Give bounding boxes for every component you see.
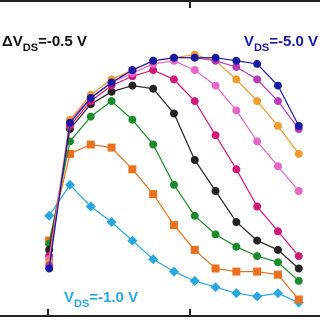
marker [189,275,200,286]
marker [273,97,282,106]
marker [232,242,241,251]
marker [273,162,282,171]
marker [273,245,282,254]
subscript: DS [74,298,89,310]
annotation: ΔVDS=-0.5 V [2,33,87,54]
marker [107,78,116,87]
marker [149,190,158,199]
marker [232,75,241,84]
marker [128,66,137,75]
marker [272,288,283,299]
marker [294,276,303,285]
marker [294,149,303,158]
marker [253,267,262,276]
marker [44,210,55,221]
marker [232,165,241,174]
marker [294,187,303,195]
marker [190,53,199,62]
marker [211,187,220,195]
marker [294,295,303,304]
marker [232,63,241,71]
marker [252,291,263,302]
marker [107,87,116,96]
annotation-part: =-0.5 V [38,33,87,50]
marker [232,218,241,226]
marker [211,264,220,273]
marker [273,270,282,279]
annotation-part: V [244,33,254,50]
marker [149,84,158,93]
annotation: VDS=-5.0 V [244,33,318,54]
marker [85,201,96,212]
marker [107,143,116,152]
marker [253,97,262,106]
series-line [48,57,300,266]
marker [169,221,178,230]
marker [253,137,262,146]
marker [149,56,158,65]
marker [107,97,116,106]
annotation-part: V [64,289,74,306]
marker [148,254,159,265]
marker [211,53,220,62]
annotation-part: ΔV [2,33,23,50]
subscript: DS [254,42,269,54]
marker [232,106,241,115]
marker [169,75,178,84]
marker [273,258,282,267]
marker [106,217,117,227]
series-line [48,60,300,260]
marker [294,121,303,130]
marker [211,131,220,140]
marker [65,149,74,158]
marker [168,266,179,277]
marker [169,180,178,189]
marker [294,264,303,273]
marker [128,165,137,174]
marker [190,97,199,106]
marker [65,118,74,127]
marker [149,66,158,75]
marker [294,252,303,261]
marker [253,252,262,261]
annotation: VDS=-1.0 V [64,289,138,310]
marker [211,230,220,239]
marker [190,245,199,254]
marker [128,115,137,124]
marker [210,282,221,293]
marker [149,140,158,149]
series-line [48,183,300,304]
marker [64,179,75,190]
subscript: DS [23,42,38,54]
marker [232,267,241,276]
marker [128,81,137,90]
marker [273,81,282,90]
marker [127,235,138,246]
series-line [48,100,300,282]
marker [231,288,242,299]
marker [190,66,199,75]
marker [253,59,262,68]
marker [273,121,282,130]
marker [190,156,199,164]
marker [86,94,95,102]
marker [273,227,282,236]
marker [169,53,178,62]
marker [86,140,95,149]
series-line [48,57,300,269]
marker [253,202,262,211]
marker [232,56,241,65]
marker [86,112,95,121]
marker [211,81,220,90]
marker [169,109,178,118]
marker [253,75,262,84]
marker [253,236,262,245]
annotation-part: =-5.0 V [269,33,318,50]
annotation-part: =-1.0 V [89,289,138,306]
marker [190,211,199,220]
marker [45,264,54,273]
series-line [48,53,300,263]
